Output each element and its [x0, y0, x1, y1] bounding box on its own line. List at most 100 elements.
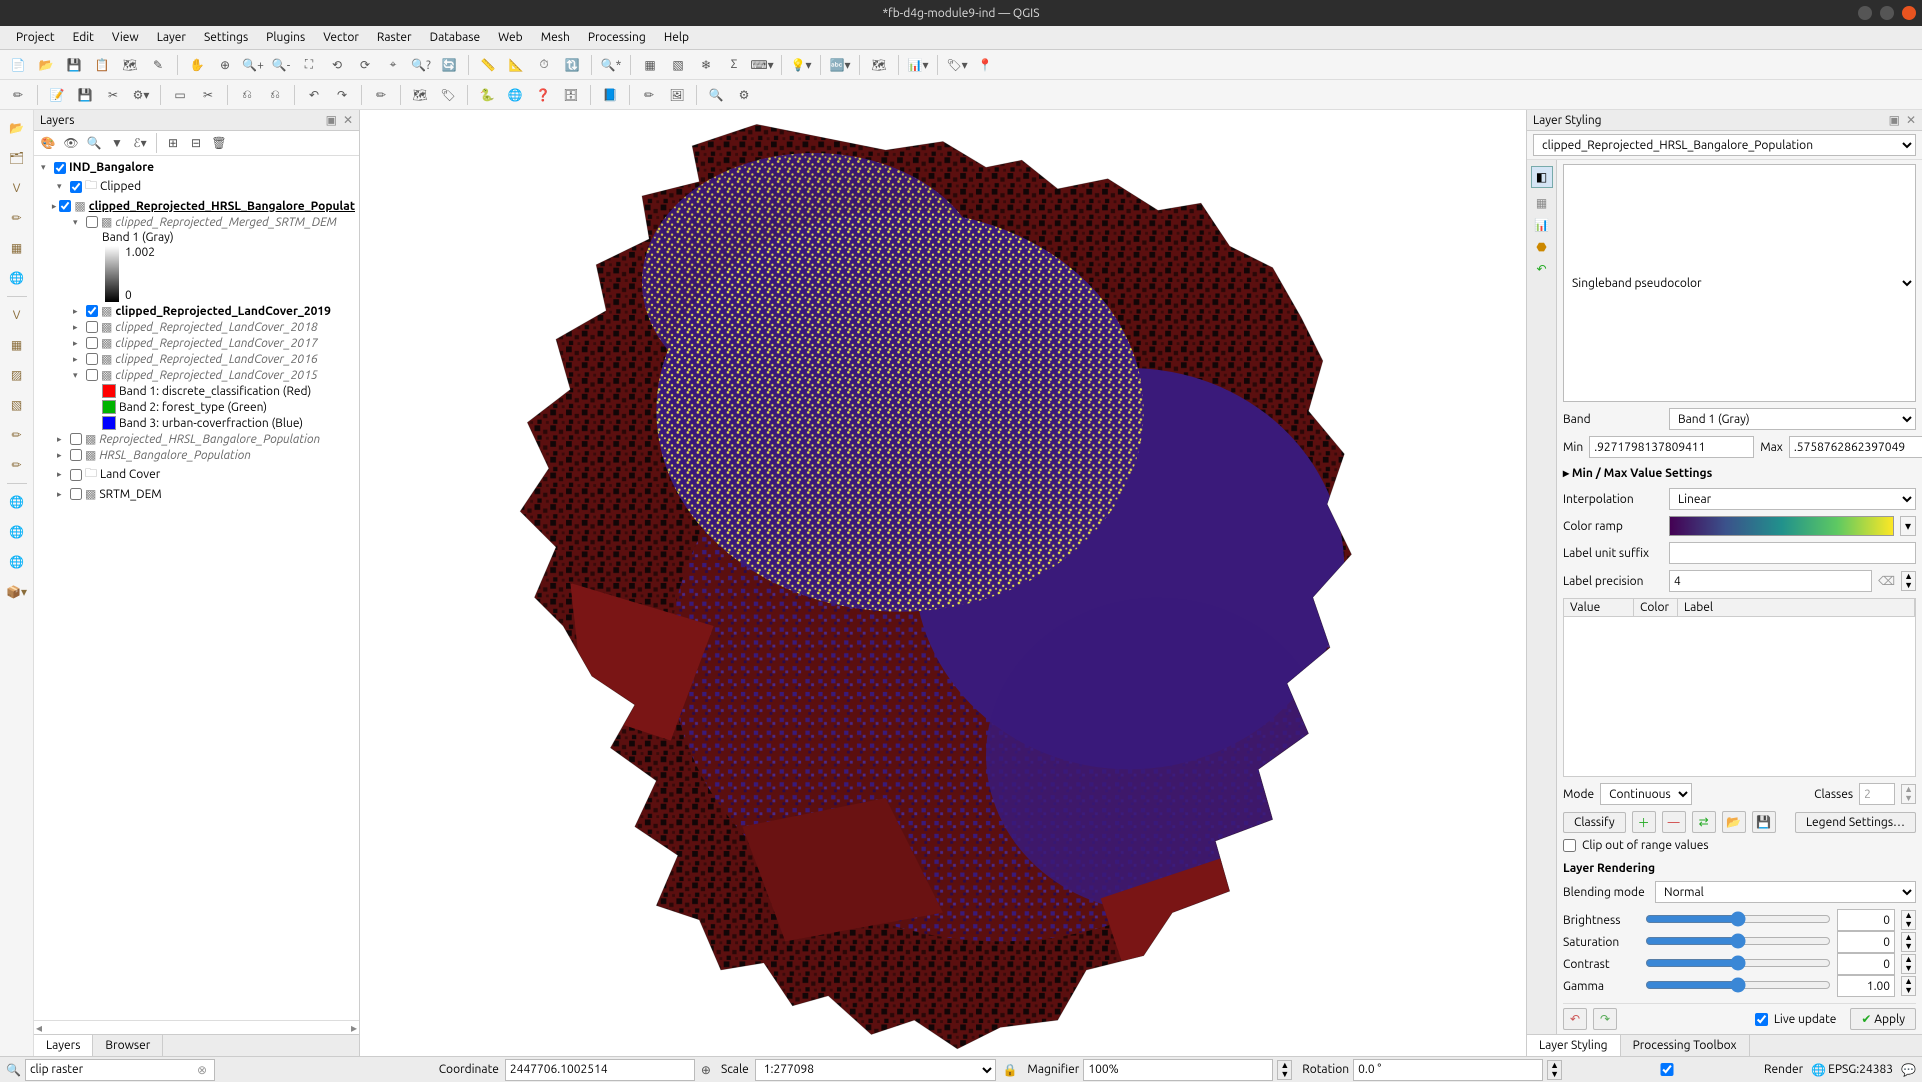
- layer-visibility-checkbox[interactable]: [86, 337, 98, 349]
- menu-project[interactable]: Project: [8, 29, 63, 46]
- toolbar-btn-32[interactable]: ⚙: [732, 83, 756, 107]
- gamma-slider[interactable]: [1645, 977, 1831, 993]
- left-tool-4[interactable]: ▦: [5, 236, 29, 260]
- toolbar-btn-29[interactable]: 🖼: [665, 83, 689, 107]
- toolbar-btn-5[interactable]: ⚙▾: [129, 83, 153, 107]
- gamma-input[interactable]: [1837, 975, 1895, 997]
- menu-settings[interactable]: Settings: [196, 29, 256, 46]
- precision-spinner[interactable]: ▲▼: [1901, 571, 1916, 591]
- color-ramp-dropdown-icon[interactable]: ▾: [1900, 516, 1916, 536]
- render-checkbox[interactable]: [1572, 1063, 1762, 1076]
- panel-tab-browser[interactable]: Browser: [93, 1035, 163, 1056]
- toolbar-btn-39[interactable]: 🏷▾: [945, 53, 969, 77]
- tree-expander[interactable]: ▾: [57, 181, 67, 192]
- toolbar-btn-27[interactable]: ❄: [694, 53, 718, 77]
- blending-mode-select[interactable]: Normal: [1655, 881, 1916, 903]
- scroll-right-icon[interactable]: ▸: [351, 1021, 357, 1034]
- magnifier-spinner[interactable]: ▲▼: [1277, 1060, 1292, 1080]
- panel-tab-processing-toolbox[interactable]: Processing Toolbox: [1621, 1035, 1750, 1056]
- load-file-button[interactable]: 📂: [1722, 811, 1746, 833]
- minmax-settings-header[interactable]: ▸ Min / Max Value Settings: [1563, 464, 1916, 482]
- menu-edit[interactable]: Edit: [65, 29, 102, 46]
- toolbar-btn-10[interactable]: ⎌: [235, 83, 259, 107]
- toolbar-btn-20[interactable]: ⏱: [532, 53, 556, 77]
- layer-label[interactable]: clipped_Reprojected_LandCover_2019: [115, 305, 331, 318]
- layer-visibility-checkbox[interactable]: [54, 162, 66, 174]
- toolbar-btn-37[interactable]: 📊▾: [906, 53, 930, 77]
- tree-expander[interactable]: ▸: [73, 306, 83, 317]
- left-tool-10[interactable]: ▧: [5, 393, 29, 417]
- tree-expander[interactable]: ▸: [73, 322, 83, 333]
- band-select[interactable]: Band 1 (Gray): [1669, 408, 1916, 430]
- menu-database[interactable]: Database: [422, 29, 489, 46]
- toolbar-btn-7[interactable]: ✋: [185, 53, 209, 77]
- locator-search-input[interactable]: [25, 1059, 215, 1081]
- toggle-extents-icon[interactable]: ⊕: [701, 1063, 711, 1077]
- left-tool-7[interactable]: V: [5, 303, 29, 327]
- styling-layer-selector[interactable]: clipped_Reprojected_HRSL_Bangalore_Popul…: [1533, 134, 1916, 156]
- toolbar-btn-7[interactable]: ▭: [168, 83, 192, 107]
- layer-label[interactable]: clipped_Reprojected_LandCover_2016: [115, 353, 317, 366]
- tree-expander[interactable]: ▸: [73, 338, 83, 349]
- tree-expander[interactable]: ▸: [57, 489, 67, 500]
- rotation-spinner[interactable]: ▲▼: [1547, 1060, 1562, 1080]
- toolbar-btn-10[interactable]: 🔍-: [269, 53, 293, 77]
- layer-label[interactable]: Reprojected_HRSL_Bangalore_Population: [99, 433, 320, 446]
- color-ramp-swatch[interactable]: [1669, 516, 1894, 536]
- toolbar-btn-11[interactable]: ⎌: [263, 83, 287, 107]
- add-class-button[interactable]: ＋: [1632, 811, 1656, 833]
- toolbar-btn-4[interactable]: ✂: [101, 83, 125, 107]
- panel-tab-layer-styling[interactable]: Layer Styling: [1527, 1035, 1621, 1057]
- contrast-slider[interactable]: [1645, 955, 1831, 971]
- toolbar-btn-21[interactable]: 🐍: [475, 83, 499, 107]
- toolbar-btn-8[interactable]: ⊕: [213, 53, 237, 77]
- left-tool-14[interactable]: 🌐: [5, 490, 29, 514]
- undo-tab-icon[interactable]: ↶: [1536, 262, 1546, 276]
- menu-plugins[interactable]: Plugins: [258, 29, 313, 46]
- remove-class-button[interactable]: —: [1662, 811, 1686, 833]
- saturation-spinner[interactable]: ▲▼: [1901, 932, 1916, 952]
- live-update-checkbox[interactable]: [1755, 1013, 1768, 1026]
- layer-label[interactable]: clipped_Reprojected_Merged_SRTM_DEM: [115, 216, 336, 229]
- toolbar-btn-14[interactable]: ↷: [330, 83, 354, 107]
- toolbar-btn-28[interactable]: ✏: [637, 83, 661, 107]
- min-input[interactable]: [1589, 436, 1754, 458]
- toolbar-btn-33[interactable]: 🔤▾: [828, 53, 852, 77]
- class-table-body[interactable]: [1563, 617, 1916, 777]
- classify-button[interactable]: Classify: [1563, 812, 1626, 833]
- layers-tool-2[interactable]: 🔍: [84, 133, 104, 153]
- layer-visibility-checkbox[interactable]: [86, 305, 98, 317]
- toolbar-btn-13[interactable]: ⟳: [353, 53, 377, 77]
- saturation-input[interactable]: [1837, 931, 1895, 953]
- menu-raster[interactable]: Raster: [369, 29, 420, 46]
- brightness-spinner[interactable]: ▲▼: [1901, 910, 1916, 930]
- layers-tool-0[interactable]: 🎨: [38, 133, 58, 153]
- contrast-input[interactable]: [1837, 953, 1895, 975]
- tree-expander[interactable]: ▾: [41, 162, 51, 173]
- left-tool-1[interactable]: 🗂: [5, 146, 29, 170]
- tree-expander[interactable]: ▾: [73, 217, 83, 228]
- legend-settings-button[interactable]: Legend Settings…: [1795, 812, 1916, 833]
- tree-expander[interactable]: ▸: [57, 469, 67, 480]
- classes-input[interactable]: [1859, 783, 1895, 805]
- layer-label[interactable]: clipped_Reprojected_LandCover_2018: [115, 321, 317, 334]
- tree-expander[interactable]: ▸: [73, 354, 83, 365]
- toolbar-btn-16[interactable]: ✏: [369, 83, 393, 107]
- toolbar-btn-31[interactable]: 🔍: [704, 83, 728, 107]
- history-tab-icon[interactable]: ⬣: [1536, 240, 1546, 254]
- toolbar-btn-24[interactable]: 🗄: [559, 83, 583, 107]
- rotation-input[interactable]: [1353, 1059, 1543, 1081]
- precision-clear-icon[interactable]: ⌫: [1878, 574, 1895, 588]
- layer-visibility-checkbox[interactable]: [86, 353, 98, 365]
- scale-select[interactable]: 1:277098: [755, 1059, 997, 1081]
- precision-input[interactable]: [1669, 570, 1872, 592]
- left-tool-15[interactable]: 🌐: [5, 520, 29, 544]
- panel-tab-layers[interactable]: Layers: [34, 1035, 93, 1057]
- classes-spinner[interactable]: ▲▼: [1901, 784, 1916, 804]
- crs-icon[interactable]: 🌐: [1811, 1063, 1826, 1077]
- layer-label[interactable]: Band 1: discrete_classification (Red): [119, 385, 311, 398]
- layer-visibility-checkbox[interactable]: [86, 321, 98, 333]
- window-minimize-button[interactable]: [1858, 6, 1872, 20]
- toolbar-btn-18[interactable]: 📏: [476, 53, 500, 77]
- tree-expander[interactable]: ▾: [73, 370, 83, 381]
